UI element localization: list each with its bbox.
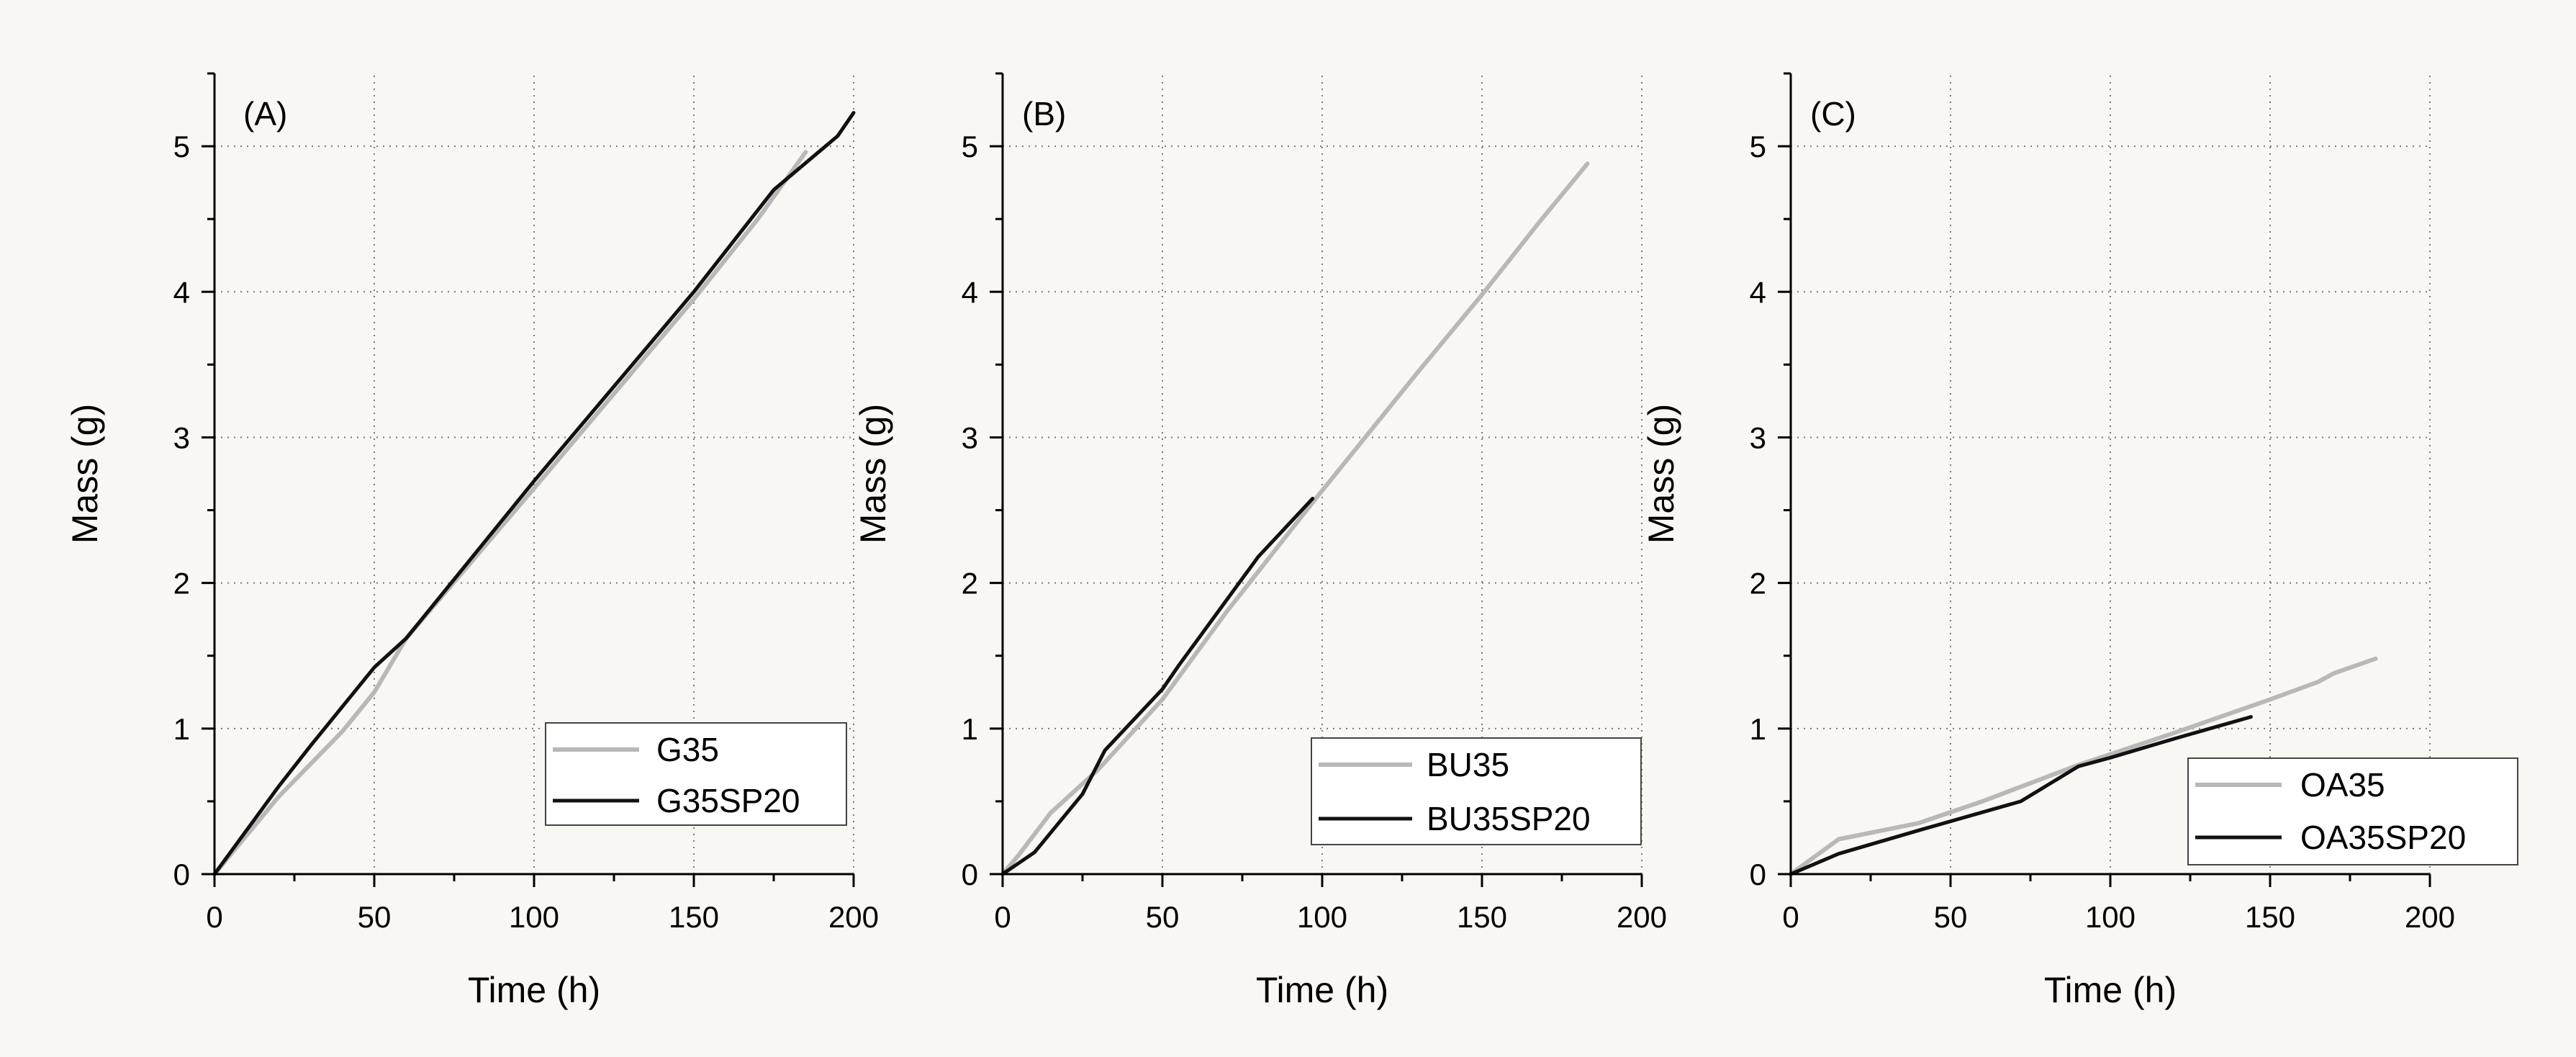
x-tick-label-a: 150 (669, 900, 719, 934)
legend-box-c (2187, 757, 2518, 865)
x-tick-label-b: 50 (1146, 900, 1180, 934)
legend-b: BU35 BU35SP20 (1311, 737, 1642, 845)
panel-label-a: (A) (243, 95, 287, 132)
panel-label-b: (B) (1022, 95, 1066, 132)
grid-c (1791, 73, 2431, 874)
y-tick-label-b: 5 (962, 130, 978, 163)
series-line-oa35sp20 (1789, 715, 2253, 876)
axes-a (202, 72, 855, 887)
axes-c (1778, 72, 2431, 887)
y-axis-title-b: Mass (g) (853, 404, 893, 544)
legend-box-b (1311, 737, 1642, 845)
y-tick-label-b: 2 (962, 567, 978, 601)
panel-a: 0 50 100 150 200 0 1 2 3 4 5 (A) Time (h) Mass (g)… (65, 72, 879, 1010)
x-tick-label-a: 50 (358, 900, 392, 934)
y-tick-label-c: 2 (1750, 567, 1766, 601)
x-tick-label-b: 150 (1457, 900, 1507, 934)
y-tick-label-b: 1 (962, 712, 978, 746)
y-tick-label-a: 1 (173, 712, 190, 746)
legend-label-g35sp20: G35SP20 (656, 782, 800, 819)
x-tick-label-b: 100 (1297, 900, 1347, 934)
y-tick-label-c: 3 (1750, 420, 1766, 454)
tick-labels-b: 0 50 100 150 200 0 1 2 3 4 5 (962, 130, 1667, 934)
x-axis-title-a: Time (h) (468, 970, 600, 1010)
grid-b (1003, 73, 1642, 874)
y-tick-label-b: 3 (962, 420, 978, 454)
x-tick-label-b: 0 (994, 900, 1011, 934)
y-tick-label-c: 5 (1750, 130, 1766, 163)
x-tick-label-b: 200 (1617, 900, 1667, 934)
y-tick-label-b: 0 (962, 858, 978, 891)
series-b (1000, 161, 1590, 876)
panel-b: 0 50 100 150 200 0 1 2 3 4 5 (B) Time (h) Mass (g)… (853, 72, 1667, 1010)
x-tick-label-a: 0 (206, 900, 222, 934)
tick-labels-a: 0 50 100 150 200 0 1 2 3 4 5 (173, 130, 879, 934)
series-line-oa35 (1789, 656, 2378, 876)
series-line-bu35 (1000, 161, 1590, 876)
x-tick-label-c: 200 (2405, 900, 2455, 934)
x-tick-label-c: 100 (2085, 900, 2136, 934)
panel-c: 0 50 100 150 200 0 1 2 3 4 5 (C) Time (h) Mass (g)… (1641, 72, 2518, 1010)
y-tick-label-a: 2 (173, 567, 190, 601)
y-tick-label-b: 4 (962, 275, 978, 309)
axes-b (990, 72, 1643, 887)
x-tick-label-c: 150 (2245, 900, 2295, 934)
legend-label-bu35: BU35 (1427, 746, 1509, 783)
legend-box-a (545, 722, 847, 826)
x-axis-title-c: Time (h) (2044, 970, 2177, 1010)
panel-label-c: (C) (1810, 95, 1856, 132)
legend-label-oa35sp20: OA35SP20 (2300, 819, 2466, 856)
series-line-bu35sp20 (1000, 496, 1315, 876)
y-tick-label-a: 3 (173, 420, 190, 454)
x-tick-label-a: 100 (509, 900, 559, 934)
y-tick-label-a: 0 (173, 858, 190, 891)
tick-labels-c: 0 50 100 150 200 0 1 2 3 4 5 (1750, 130, 2455, 934)
y-axis-title-a: Mass (g) (65, 404, 105, 544)
y-tick-label-c: 0 (1750, 858, 1766, 891)
y-tick-label-a: 4 (173, 275, 190, 309)
y-tick-label-a: 5 (173, 130, 190, 163)
x-axis-title-b: Time (h) (1256, 970, 1388, 1010)
x-tick-label-a: 200 (828, 900, 879, 934)
x-tick-label-c: 0 (1782, 900, 1799, 934)
y-tick-label-c: 1 (1750, 712, 1766, 746)
series-c (1789, 656, 2378, 876)
legend-label-oa35: OA35 (2300, 766, 2385, 804)
legend-c: OA35 OA35SP20 (2187, 757, 2518, 865)
legend-label-g35: G35 (656, 731, 719, 768)
y-tick-label-c: 4 (1750, 275, 1766, 309)
y-axis-title-c: Mass (g) (1641, 404, 1681, 544)
series-a (212, 111, 856, 876)
legend-label-bu35sp20: BU35SP20 (1427, 800, 1591, 837)
legend-a: G35 G35SP20 (545, 722, 847, 826)
series-line-g35sp20 (212, 111, 856, 876)
x-tick-label-c: 50 (1934, 900, 1968, 934)
